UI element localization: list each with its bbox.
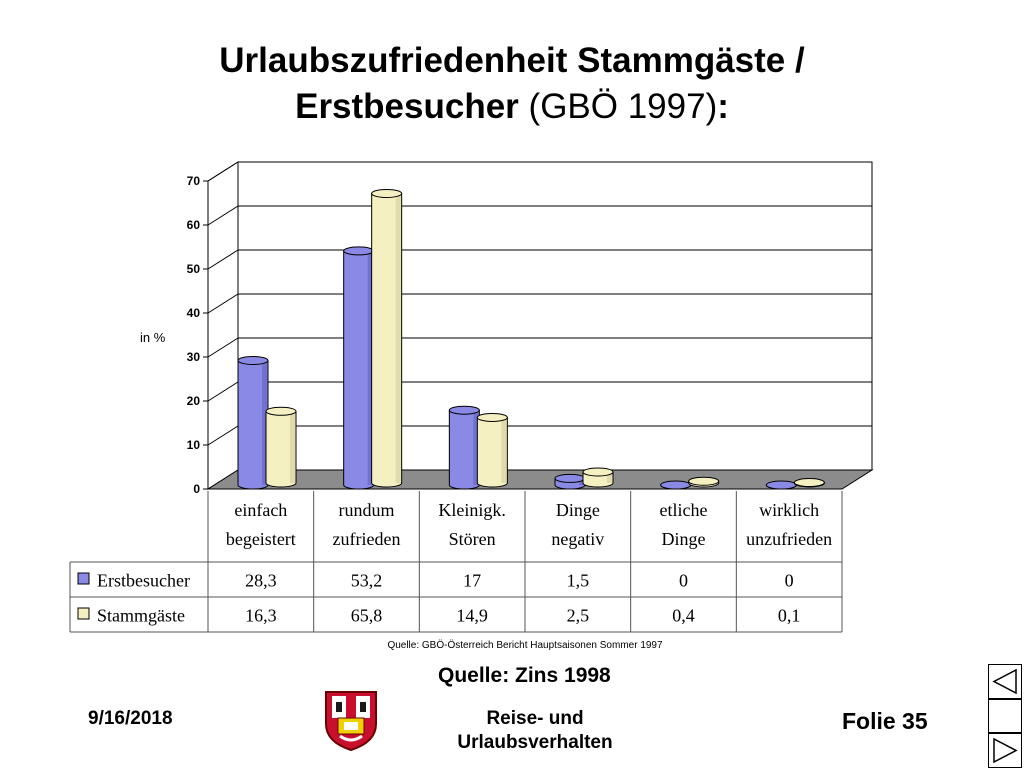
legend-label: Stammgäste bbox=[97, 606, 185, 626]
category-label: Kleinigk. bbox=[438, 500, 506, 520]
gridline-side bbox=[207, 205, 239, 226]
data-label: 1,5 bbox=[567, 571, 590, 591]
triangle-right-icon bbox=[993, 737, 1018, 764]
y-tick-label: 0 bbox=[193, 482, 200, 496]
data-label: 14,9 bbox=[456, 606, 488, 626]
y-axis-ticks: 0 10 20 30 40 50 60 70 bbox=[187, 174, 208, 496]
slide-title: Urlaubszufriedenheit Stammgäste / Erstbe… bbox=[0, 38, 1024, 130]
data-label: 2,5 bbox=[567, 606, 590, 626]
y-tick-label: 20 bbox=[187, 394, 201, 408]
data-label: 28,3 bbox=[245, 571, 277, 591]
bar-erstbesucher-5 bbox=[660, 480, 692, 490]
chart-back-wall bbox=[237, 161, 873, 471]
bar-erstbesucher-6 bbox=[765, 480, 797, 490]
y-tick-label: 30 bbox=[187, 350, 201, 364]
quelle-text: Quelle: Zins 1998 bbox=[438, 664, 611, 687]
chart-bars bbox=[237, 188, 825, 490]
bar-erstbesucher-4 bbox=[554, 473, 586, 490]
next-slide-button[interactable] bbox=[988, 733, 1022, 768]
y-tick-label: 60 bbox=[187, 218, 201, 232]
bar-stammgste-4 bbox=[582, 467, 614, 488]
bar-erstbesucher-1 bbox=[237, 355, 269, 490]
category-label: zufrieden bbox=[333, 529, 401, 549]
data-label: 0 bbox=[679, 571, 688, 591]
data-label: 16,3 bbox=[245, 606, 277, 626]
category-label: rundum bbox=[339, 500, 395, 520]
legend-swatch bbox=[77, 607, 90, 620]
data-label: 17 bbox=[463, 571, 481, 591]
title-line-1: Urlaubszufriedenheit Stammgäste / bbox=[219, 41, 805, 80]
bar-erstbesucher-3 bbox=[448, 405, 480, 490]
data-label: 0,1 bbox=[778, 606, 801, 626]
data-label: 0,4 bbox=[672, 606, 695, 626]
footer-center: Reise- und Urlaubsverhalten bbox=[430, 707, 640, 755]
slide-number: Folie 35 bbox=[842, 708, 928, 734]
data-label: 53,2 bbox=[351, 571, 383, 591]
y-tick-label: 10 bbox=[187, 438, 201, 452]
category-label: einfach bbox=[234, 500, 287, 520]
gridline-side bbox=[207, 337, 239, 358]
category-label: Dinge bbox=[662, 529, 706, 549]
category-label: negativ bbox=[551, 529, 604, 549]
category-label: unzufrieden bbox=[746, 529, 832, 549]
category-label: etliche bbox=[660, 500, 708, 520]
footer-center-line-2: Urlaubsverhalten bbox=[457, 732, 613, 753]
previous-slide-button[interactable] bbox=[988, 664, 1022, 699]
gridline-side bbox=[207, 425, 239, 446]
chart-side-wall bbox=[207, 161, 239, 490]
data-table: einfach begeistert rundum zufrieden Kleinigk… bbox=[69, 491, 843, 633]
bar-stammgste-1 bbox=[265, 406, 297, 488]
data-label: 0 bbox=[785, 571, 794, 591]
legend-label: Erstbesucher bbox=[97, 571, 190, 591]
home-slide-button[interactable] bbox=[988, 699, 1022, 733]
bar-erstbesucher-2 bbox=[343, 246, 375, 490]
gridline-side bbox=[207, 249, 239, 270]
category-label: begeistert bbox=[226, 529, 296, 549]
footer-center-line-1: Reise- und bbox=[486, 708, 584, 729]
title-line-2-normal: (GBÖ 1997) bbox=[518, 87, 718, 126]
y-tick-label: 40 bbox=[187, 306, 201, 320]
bar-stammgste-5 bbox=[688, 476, 720, 488]
gridline-side bbox=[207, 161, 239, 182]
bar-stammgste-6 bbox=[793, 478, 825, 488]
source-note: Quelle: GBÖ-Österreich Bericht Hauptsais… bbox=[387, 639, 663, 651]
title-line-2-bold: Erstbesucher bbox=[295, 87, 519, 126]
bar-stammgste-3 bbox=[476, 412, 508, 488]
category-label: Stören bbox=[449, 529, 496, 549]
y-tick-label: 70 bbox=[187, 174, 201, 188]
bar-stammgste-2 bbox=[371, 188, 403, 488]
gridline-side bbox=[207, 381, 239, 402]
data-label: 65,8 bbox=[351, 606, 383, 626]
chart-frame bbox=[206, 161, 874, 490]
footer-date: 9/16/2018 bbox=[88, 708, 173, 729]
category-label: Dinge bbox=[556, 500, 600, 520]
title-colon: : bbox=[717, 87, 729, 126]
legend-swatch bbox=[77, 572, 90, 585]
y-axis-label: in % bbox=[140, 330, 166, 345]
y-tick-label: 50 bbox=[187, 262, 201, 276]
crest-logo bbox=[325, 691, 377, 752]
gridline-side bbox=[207, 293, 239, 314]
category-label: wirklich bbox=[759, 500, 819, 520]
triangle-left-icon bbox=[992, 668, 1017, 695]
